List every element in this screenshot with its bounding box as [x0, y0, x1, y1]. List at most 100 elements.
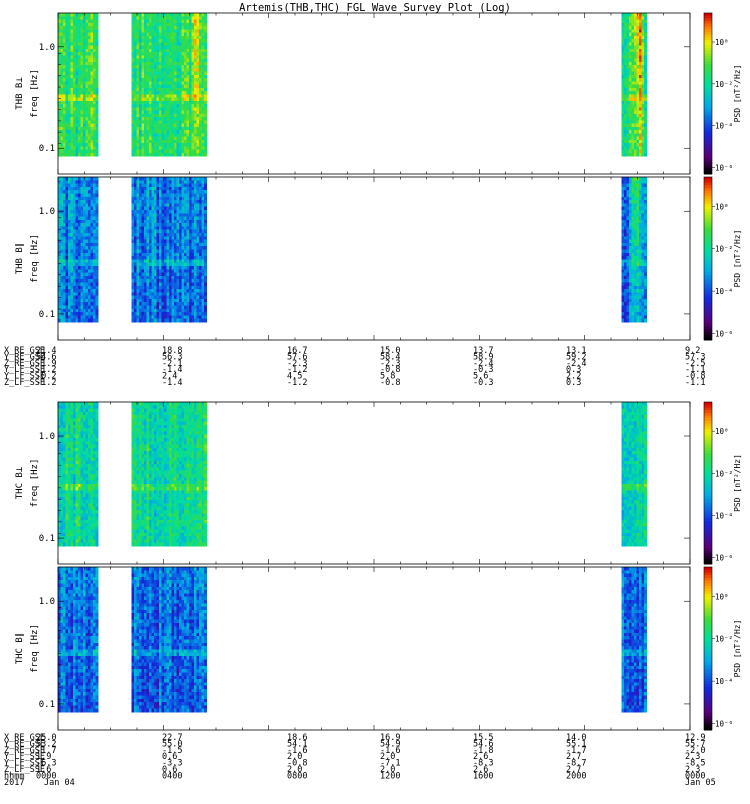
spectrogram-cell	[159, 52, 162, 56]
spectrogram-cell	[172, 124, 175, 128]
spectrogram-cell	[144, 299, 147, 303]
spectrogram-cell	[187, 78, 190, 82]
spectrogram-cell	[142, 49, 145, 53]
spectrogram-cell	[159, 207, 162, 211]
spectrogram-cell	[169, 55, 172, 59]
spectrogram-cell	[174, 16, 177, 20]
spectrogram-cell	[76, 75, 79, 79]
spectrogram-cell	[622, 312, 625, 316]
spectrogram-cell	[199, 263, 202, 267]
spectrogram-cell	[76, 33, 79, 37]
spectrogram-cell	[192, 312, 195, 316]
spectrogram-cell	[81, 150, 84, 154]
spectrogram-cell	[149, 184, 152, 188]
spectrogram-cell	[78, 72, 81, 76]
spectrogram-cell	[162, 269, 165, 273]
spectrogram-cell	[157, 289, 160, 293]
spectrogram-cell	[81, 282, 84, 286]
spectrogram-cell	[629, 153, 632, 157]
spectrogram-cell	[172, 233, 175, 237]
spectrogram-cell	[157, 107, 160, 111]
spectrogram-cell	[132, 143, 135, 147]
spectrogram-cell	[624, 120, 627, 124]
spectrogram-cell	[142, 256, 145, 260]
spectrogram-cell	[86, 55, 89, 59]
spectrogram-cell	[93, 117, 96, 121]
spectrogram-cell	[182, 233, 185, 237]
spectrogram-cell	[637, 120, 640, 124]
spectrogram-cell	[629, 124, 632, 128]
spectrogram-cell	[88, 81, 91, 85]
spectrogram-cell	[184, 263, 187, 267]
spectrogram-cell	[139, 85, 142, 89]
spectrogram-cell	[63, 210, 66, 214]
spectrogram-cell	[197, 46, 200, 50]
spectrogram-cell	[139, 33, 142, 37]
spectrogram-cell	[192, 240, 195, 244]
spectrogram-cell	[634, 65, 637, 69]
spectrogram-cell	[142, 233, 145, 237]
spectrogram-cell	[187, 98, 190, 102]
spectrogram-cell	[622, 143, 625, 147]
spectrogram-cell	[91, 52, 94, 56]
spectrogram-cell	[63, 286, 66, 290]
spectrogram-cell	[184, 143, 187, 147]
spectrogram-cell	[199, 299, 202, 303]
spectrogram-cell	[78, 296, 81, 300]
spectrogram-cell	[189, 226, 192, 230]
spectrogram-cell	[182, 266, 185, 270]
spectrogram-cell	[197, 85, 200, 89]
spectrogram-cell	[197, 23, 200, 27]
spectrogram-cell	[634, 78, 637, 82]
spectrogram-cell	[61, 59, 64, 63]
spectrogram-cell	[96, 292, 99, 296]
spectrogram-cell	[639, 259, 642, 263]
spectrogram-cell	[162, 292, 165, 296]
spectrogram-cell	[622, 140, 625, 144]
spectrogram-cell	[629, 143, 632, 147]
spectrogram-cell	[58, 59, 61, 63]
spectrogram-cell	[622, 299, 625, 303]
spectrogram-cell	[61, 210, 64, 214]
spectrogram-cell	[192, 33, 195, 37]
spectrogram-cell	[192, 91, 195, 95]
spectrogram-cell	[83, 23, 86, 27]
spectrogram-cell	[624, 33, 627, 37]
spectrogram-cell	[78, 246, 81, 250]
spectrogram-cell	[164, 81, 167, 85]
spectrogram-cell	[167, 246, 170, 250]
spectrogram-cell	[194, 127, 197, 131]
spectrogram-cell	[142, 23, 145, 27]
spectrogram-cell	[96, 236, 99, 240]
spectrogram-cell	[86, 36, 89, 40]
spectrogram-cell	[137, 120, 140, 124]
spectrogram-cell	[142, 296, 145, 300]
spectrogram-cell	[172, 240, 175, 244]
spectrogram-cell	[61, 55, 64, 59]
spectrogram-cell	[162, 78, 165, 82]
spectrogram-cell	[91, 226, 94, 230]
spectrogram-cell	[169, 23, 172, 27]
spectrogram-cell	[139, 256, 142, 260]
spectrogram-cell	[137, 184, 140, 188]
spectrogram-cell	[147, 296, 150, 300]
spectrogram-cell	[164, 140, 167, 144]
spectrogram-cell	[627, 23, 630, 27]
spectrogram-cell	[157, 197, 160, 201]
spectrogram-cell	[147, 289, 150, 293]
spectrogram-cell	[164, 282, 167, 286]
spectrogram-cell	[189, 266, 192, 270]
spectrogram-cell	[144, 98, 147, 102]
spectrogram-cell	[189, 124, 192, 128]
spectrogram-cell	[192, 65, 195, 69]
spectrogram-cell	[632, 279, 635, 283]
spectrogram-cell	[639, 319, 642, 323]
colorbar-tick-label: 10⁻⁶	[715, 164, 733, 173]
spectrogram-cell	[139, 72, 142, 76]
spectrogram-cell	[152, 203, 155, 207]
spectrogram-cell	[179, 91, 182, 95]
spectrogram-cell	[194, 72, 197, 76]
spectrogram-cell	[202, 26, 205, 30]
spectrogram-cell	[622, 240, 625, 244]
spectrogram-cell	[132, 210, 135, 214]
